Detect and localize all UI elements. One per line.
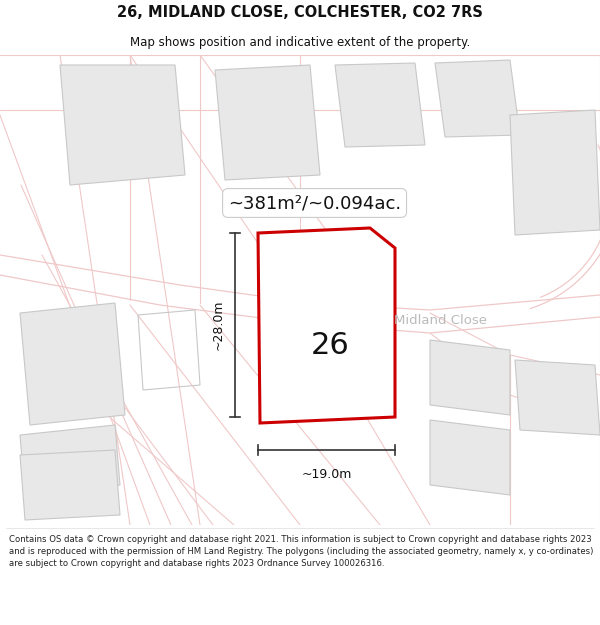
Polygon shape xyxy=(20,450,120,520)
Polygon shape xyxy=(20,425,120,495)
Polygon shape xyxy=(515,360,600,435)
Polygon shape xyxy=(435,60,520,137)
Polygon shape xyxy=(430,340,510,415)
Polygon shape xyxy=(60,65,185,185)
Polygon shape xyxy=(510,110,600,235)
Text: 26: 26 xyxy=(311,331,349,359)
Polygon shape xyxy=(430,420,510,495)
Text: Contains OS data © Crown copyright and database right 2021. This information is : Contains OS data © Crown copyright and d… xyxy=(9,535,593,568)
Text: Map shows position and indicative extent of the property.: Map shows position and indicative extent… xyxy=(130,36,470,49)
Text: ~19.0m: ~19.0m xyxy=(301,468,352,481)
Polygon shape xyxy=(285,279,362,377)
Polygon shape xyxy=(335,63,425,147)
Polygon shape xyxy=(258,228,395,423)
Text: ~28.0m: ~28.0m xyxy=(212,300,225,350)
Text: 26, MIDLAND CLOSE, COLCHESTER, CO2 7RS: 26, MIDLAND CLOSE, COLCHESTER, CO2 7RS xyxy=(117,4,483,19)
Polygon shape xyxy=(215,65,320,180)
Text: ~381m²/~0.094ac.: ~381m²/~0.094ac. xyxy=(228,194,401,212)
Text: Midland Close: Midland Close xyxy=(394,314,487,326)
Polygon shape xyxy=(20,303,125,425)
